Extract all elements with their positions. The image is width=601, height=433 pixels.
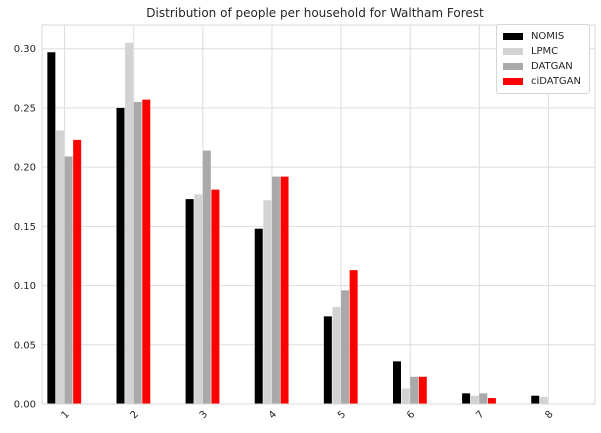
bar-cidatgan-3 — [211, 189, 220, 404]
bar-nomis-6 — [392, 361, 401, 404]
bar-lpmc-1 — [55, 130, 64, 404]
bar-cidatgan-2 — [142, 99, 151, 405]
bar-nomis-5 — [323, 316, 332, 404]
legend-label: LPMC — [530, 46, 559, 57]
bar-datgan-6 — [410, 376, 419, 404]
legend-label: ciDATGAN — [530, 76, 581, 87]
legend-item-cidatgan: ciDATGAN — [502, 74, 581, 89]
legend-swatch — [502, 63, 523, 70]
y-tick-label: 0.10 — [14, 281, 36, 292]
x-tick-label: 7 — [474, 409, 486, 421]
bar-datgan-3 — [202, 150, 211, 404]
bar-lpmc-3 — [194, 194, 203, 404]
bar-datgan-2 — [133, 101, 142, 404]
plot-frame — [41, 24, 596, 405]
x-tick-label: 3 — [198, 409, 210, 421]
x-tick-label: 6 — [405, 409, 417, 421]
x-tick-label: 8 — [543, 409, 555, 421]
legend-item-lpmc: LPMC — [502, 44, 581, 59]
x-tick-label: 1 — [59, 409, 71, 421]
y-tick-label: 0.00 — [14, 400, 36, 411]
y-tick-label: 0.25 — [14, 103, 36, 114]
bar-lpmc-7 — [470, 395, 479, 404]
bar-datgan-5 — [341, 290, 350, 404]
bar-lpmc-6 — [401, 388, 410, 404]
legend-label: DATGAN — [530, 61, 573, 72]
bar-nomis-1 — [47, 52, 56, 405]
bar-cidatgan-6 — [418, 376, 427, 404]
x-tick-label: 2 — [129, 409, 141, 421]
x-tick-label: 4 — [267, 409, 279, 421]
bar-layer — [47, 42, 548, 405]
legend-label: NOMIS — [530, 31, 565, 42]
bar-lpmc-2 — [125, 42, 134, 405]
chart-title: Distribution of people per household for… — [146, 6, 484, 20]
bar-lpmc-8 — [539, 396, 548, 404]
legend-swatch — [502, 48, 523, 55]
bar-lpmc-5 — [332, 306, 341, 404]
bar-datgan-7 — [479, 393, 488, 404]
tick-layer: 0.00 0.05 0.10 0.15 0.20 0.25 0.30 1 2 3 4 5 6 7 8 — [14, 44, 556, 421]
y-tick-label: 0.20 — [14, 163, 36, 174]
bar-lpmc-4 — [263, 200, 272, 404]
bar-cidatgan-7 — [487, 398, 496, 404]
bar-nomis-8 — [531, 395, 540, 404]
bar-nomis-4 — [254, 228, 263, 404]
y-tick-label: 0.15 — [14, 222, 36, 233]
bar-cidatgan-4 — [280, 176, 289, 404]
bar-datgan-4 — [271, 176, 280, 404]
x-tick-label: 5 — [336, 409, 348, 421]
legend-swatch — [502, 78, 523, 85]
bar-nomis-2 — [116, 107, 125, 404]
legend-swatch — [502, 33, 523, 40]
bar-nomis-3 — [185, 199, 194, 404]
legend-item-nomis: NOMIS — [502, 29, 581, 44]
y-tick-label: 0.05 — [14, 340, 36, 351]
y-tick-label: 0.30 — [14, 44, 36, 55]
bar-cidatgan-5 — [349, 270, 358, 404]
bar-cidatgan-1 — [73, 139, 82, 404]
legend-item-datgan: DATGAN — [502, 59, 581, 74]
bar-nomis-7 — [462, 393, 471, 404]
bar-datgan-1 — [64, 156, 73, 404]
legend: NOMIS LPMC DATGAN ciDATGAN — [495, 24, 590, 94]
